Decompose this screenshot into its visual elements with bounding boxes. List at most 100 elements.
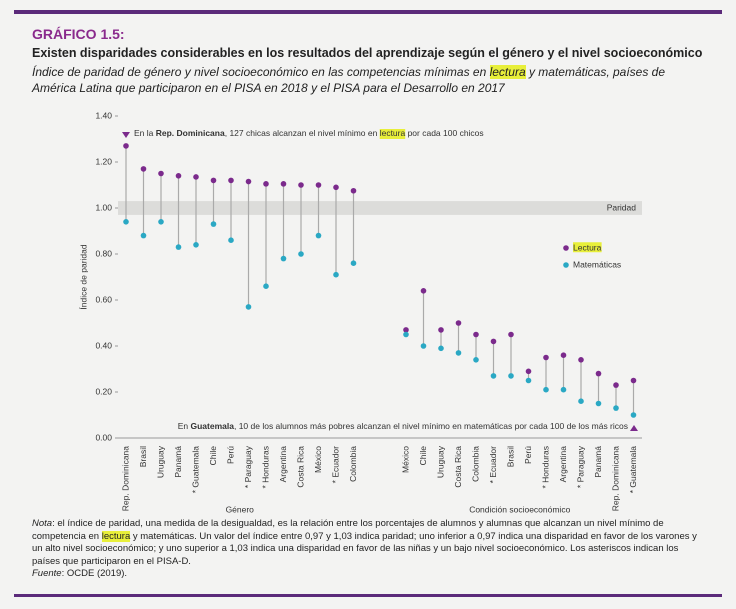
- dot: [403, 331, 409, 338]
- legend-label: Matemáticas: [573, 259, 621, 269]
- dot: [525, 377, 532, 384]
- x-tick-label: Argentina: [558, 446, 568, 483]
- x-tick-label: Uruguay: [155, 445, 165, 478]
- y-tick-label: 1.20: [95, 156, 112, 166]
- annotation: En la Rep. Dominicana, 127 chicas alcanz…: [134, 128, 484, 138]
- dot: [403, 327, 409, 333]
- dot: [315, 232, 322, 239]
- dot: [228, 237, 234, 243]
- dot: [158, 170, 164, 177]
- figure-label: GRÁFICO 1.5:: [32, 26, 125, 42]
- x-tick-label: * Honduras: [540, 446, 550, 489]
- x-tick-label: Panamá: [173, 446, 183, 478]
- x-tick-label: * Paraguay: [243, 445, 253, 488]
- dot: [298, 182, 304, 188]
- dot: [420, 288, 427, 294]
- x-tick-label: Perú: [225, 446, 235, 464]
- group-label: Condición socioeconómico: [469, 504, 570, 514]
- dot: [420, 343, 427, 349]
- x-tick-label: Colombia: [470, 446, 480, 482]
- note-text: Nota: [32, 518, 53, 529]
- dot: [595, 400, 602, 407]
- source: Fuente: OCDE (2019).: [32, 568, 702, 581]
- y-tick-label: 0.80: [95, 248, 112, 258]
- legend-label: Lectura: [573, 242, 602, 252]
- note-text: y matemáticas. Un valor del índice entre…: [32, 530, 697, 567]
- dot: [508, 331, 514, 338]
- group-label: Género: [226, 504, 255, 514]
- y-tick-label: 1.00: [95, 202, 112, 212]
- y-tick-label: 0.40: [95, 340, 112, 350]
- bottom-rule: [14, 594, 722, 597]
- annotation-text: por cada 100 chicos: [405, 128, 483, 138]
- x-tick-label: Colombia: [348, 446, 358, 482]
- x-tick-label: México: [313, 446, 323, 473]
- dot: [315, 182, 322, 188]
- x-tick-label: * Honduras: [260, 446, 270, 489]
- marker: [630, 425, 638, 431]
- annotation: En Guatemala, 10 de los alumnos más pobr…: [178, 421, 628, 431]
- subtitle: Índice de paridad de género y nivel soci…: [32, 64, 702, 96]
- x-tick-label: Uruguay: [435, 445, 445, 478]
- dot: [525, 368, 532, 375]
- dot: [280, 181, 287, 187]
- title: Existen disparidades considerables en lo…: [32, 46, 703, 60]
- dot: [543, 386, 549, 393]
- x-tick-label: Panamá: [593, 446, 603, 478]
- dot: [578, 357, 584, 363]
- x-tick-label: México: [400, 446, 410, 473]
- x-tick-label: * Ecuador: [488, 446, 498, 483]
- dot: [438, 345, 444, 352]
- y-tick-label: 0.60: [95, 294, 112, 304]
- x-tick-label: Perú: [523, 446, 533, 464]
- x-tick-label: Rep. Dominicana: [610, 446, 620, 511]
- y-tick-label: 0.00: [95, 432, 112, 442]
- dot: [245, 304, 252, 310]
- x-tick-label: Chile: [418, 446, 428, 466]
- dot: [490, 338, 497, 345]
- dot: [473, 331, 479, 338]
- subtitle-text: lectura: [489, 65, 526, 79]
- dot: [298, 251, 304, 257]
- dot: [210, 177, 217, 184]
- top-rule: [14, 10, 722, 14]
- note-text: lectura: [101, 530, 131, 542]
- x-tick-label: Brasil: [505, 446, 515, 467]
- dot: [228, 177, 234, 184]
- dot: [333, 184, 339, 191]
- x-tick-label: Brasil: [138, 446, 148, 467]
- dot: [613, 405, 619, 411]
- marker: [122, 132, 130, 138]
- x-tick-label: * Guatemala: [628, 446, 638, 494]
- x-tick-label: * Paraguay: [575, 445, 585, 488]
- legend-swatch: [563, 262, 569, 268]
- dot: [630, 412, 637, 418]
- annotation-text: lectura: [380, 128, 406, 138]
- highlight: [379, 129, 406, 139]
- dot: [280, 255, 287, 262]
- dot: [123, 143, 129, 149]
- x-tick-label: Rep. Dominicana: [120, 446, 130, 511]
- dot: [543, 354, 549, 361]
- source-text: : OCDE (2019).: [61, 568, 128, 579]
- subtitle-text: y matemáticas, países de América Latina …: [32, 65, 666, 95]
- dot: [263, 181, 269, 187]
- highlight: [573, 242, 602, 253]
- dot: [193, 174, 199, 180]
- dot: [175, 244, 182, 250]
- dot: [473, 357, 479, 363]
- dot: [508, 373, 514, 379]
- parity-band: [118, 201, 642, 215]
- parity-label: Paridad: [607, 202, 637, 212]
- y-tick-label: 1.40: [95, 110, 112, 120]
- note-text: : el índice de paridad, una medida de la…: [32, 518, 664, 542]
- source-text: Fuente: [32, 568, 62, 579]
- dot: [210, 221, 217, 227]
- annotation-text: Rep. Dominicana: [156, 128, 225, 138]
- y-tick-label: 0.20: [95, 386, 112, 396]
- note-text: Nota: el índice de paridad, una medida d…: [32, 518, 702, 568]
- x-tick-label: Costa Rica: [453, 446, 463, 488]
- x-tick-label: Chile: [208, 446, 218, 466]
